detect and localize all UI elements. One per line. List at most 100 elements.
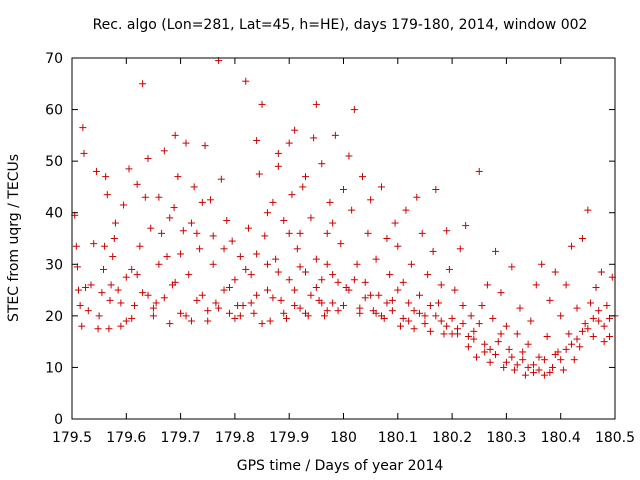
data-point bbox=[307, 291, 315, 299]
data-point bbox=[350, 276, 358, 284]
data-point bbox=[155, 193, 163, 201]
data-point bbox=[581, 320, 589, 328]
x-tick-label: 180 bbox=[330, 430, 357, 446]
data-point bbox=[508, 353, 516, 361]
data-point bbox=[122, 273, 130, 281]
data-point bbox=[155, 260, 163, 268]
data-point bbox=[589, 314, 597, 322]
data-point bbox=[367, 291, 375, 299]
x-tick-label: 179.6 bbox=[106, 430, 146, 446]
data-point bbox=[130, 302, 138, 310]
data-point bbox=[253, 250, 261, 258]
data-point bbox=[410, 325, 418, 333]
data-point bbox=[546, 296, 554, 304]
data-point bbox=[125, 165, 133, 173]
data-point bbox=[492, 247, 500, 255]
data-point bbox=[497, 330, 505, 338]
data-point bbox=[285, 276, 293, 284]
data-point bbox=[519, 356, 527, 364]
data-point bbox=[364, 229, 372, 237]
data-point bbox=[193, 296, 201, 304]
data-point bbox=[443, 227, 451, 235]
data-point bbox=[331, 131, 339, 139]
data-point bbox=[282, 314, 290, 322]
data-point bbox=[228, 237, 236, 245]
x-tick-label: 180.1 bbox=[378, 430, 418, 446]
data-point bbox=[543, 332, 551, 340]
data-point bbox=[399, 278, 407, 286]
data-point bbox=[250, 309, 258, 317]
data-point bbox=[206, 196, 214, 204]
x-tick-label: 180.3 bbox=[486, 430, 526, 446]
data-point bbox=[72, 242, 80, 250]
data-point bbox=[350, 106, 358, 114]
data-point bbox=[318, 276, 326, 284]
data-point bbox=[521, 371, 529, 379]
data-point bbox=[198, 198, 206, 206]
data-point bbox=[459, 320, 467, 328]
data-point bbox=[448, 314, 456, 322]
y-tick-label: 60 bbox=[45, 103, 63, 119]
data-point bbox=[584, 325, 592, 333]
data-point bbox=[296, 229, 304, 237]
data-point bbox=[193, 229, 201, 237]
data-point bbox=[549, 363, 557, 371]
data-point bbox=[589, 332, 597, 340]
data-point bbox=[136, 242, 144, 250]
data-point bbox=[182, 312, 190, 320]
y-tick-label: 40 bbox=[45, 206, 63, 222]
data-point bbox=[416, 291, 424, 299]
data-point bbox=[296, 304, 304, 312]
data-point bbox=[223, 216, 231, 224]
data-point bbox=[82, 283, 90, 291]
data-point bbox=[160, 294, 168, 302]
data-point bbox=[212, 299, 220, 307]
data-point bbox=[122, 317, 130, 325]
data-point bbox=[209, 232, 217, 240]
data-point bbox=[511, 366, 519, 374]
data-point bbox=[236, 312, 244, 320]
data-point bbox=[217, 175, 225, 183]
data-point bbox=[274, 149, 282, 157]
data-point bbox=[359, 173, 367, 181]
data-point bbox=[166, 214, 174, 222]
data-point bbox=[372, 309, 380, 317]
data-point bbox=[426, 327, 434, 335]
data-point bbox=[535, 366, 543, 374]
data-point bbox=[421, 320, 429, 328]
data-point bbox=[481, 340, 489, 348]
data-point bbox=[220, 286, 228, 294]
data-point bbox=[568, 242, 576, 250]
data-point bbox=[361, 294, 369, 302]
data-point bbox=[416, 309, 424, 317]
data-point bbox=[92, 167, 100, 175]
y-tick-label: 30 bbox=[45, 257, 63, 273]
data-point bbox=[470, 335, 478, 343]
data-point bbox=[179, 227, 187, 235]
data-point bbox=[326, 198, 334, 206]
data-point bbox=[426, 302, 434, 310]
data-point bbox=[568, 340, 576, 348]
data-point bbox=[101, 242, 109, 250]
y-tick-label: 70 bbox=[45, 51, 63, 67]
data-point bbox=[508, 263, 516, 271]
data-point bbox=[187, 219, 195, 227]
data-point bbox=[386, 271, 394, 279]
data-point bbox=[394, 242, 402, 250]
data-point bbox=[288, 191, 296, 199]
data-point bbox=[247, 271, 255, 279]
data-point bbox=[258, 100, 266, 108]
data-point bbox=[573, 335, 581, 343]
data-point bbox=[285, 229, 293, 237]
data-point bbox=[334, 278, 342, 286]
data-point bbox=[565, 330, 573, 338]
data-point bbox=[84, 307, 92, 315]
data-point bbox=[111, 219, 119, 227]
data-point bbox=[269, 294, 277, 302]
x-tick-label: 179.9 bbox=[269, 430, 309, 446]
data-point bbox=[356, 304, 364, 312]
data-point bbox=[418, 229, 426, 237]
data-point bbox=[494, 338, 502, 346]
data-point bbox=[467, 312, 475, 320]
